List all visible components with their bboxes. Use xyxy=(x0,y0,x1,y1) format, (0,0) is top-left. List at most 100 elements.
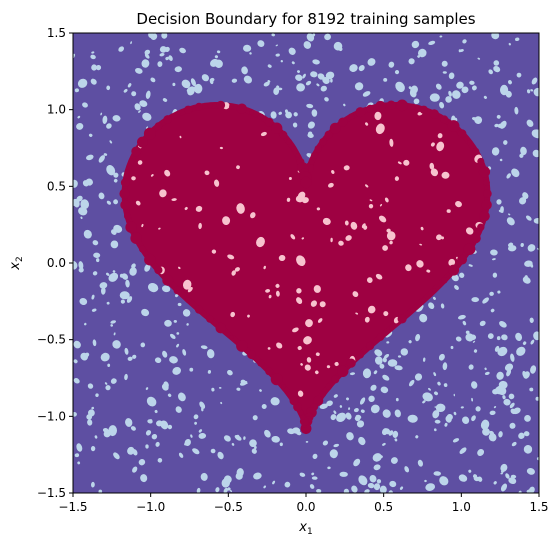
outside-speckle xyxy=(277,87,283,91)
heart-speckle xyxy=(338,240,344,246)
outside-speckle xyxy=(105,385,111,391)
heart-edge-bump xyxy=(331,375,340,384)
outside-speckle xyxy=(172,366,182,375)
heart-speckle xyxy=(366,277,373,283)
x-axis-ticks: −1.5 −1.0 −0.5 0.0 0.5 1.0 1.5 xyxy=(58,493,549,514)
outside-speckle xyxy=(444,422,448,427)
outside-speckle xyxy=(360,409,365,413)
outside-speckle xyxy=(165,56,170,61)
heart-speckle xyxy=(222,216,231,225)
outside-speckle xyxy=(349,372,356,376)
outside-speckle xyxy=(124,347,129,355)
outside-speckle xyxy=(296,83,305,92)
outside-speckle xyxy=(535,396,539,401)
heart-speckle xyxy=(310,300,317,307)
outside-speckle xyxy=(273,87,280,95)
outside-speckle xyxy=(520,146,527,156)
heart-speckle xyxy=(290,234,296,240)
outside-speckle xyxy=(241,66,248,75)
outside-speckle xyxy=(487,333,494,340)
outside-speckle xyxy=(428,302,435,310)
heart-speckle xyxy=(131,176,136,181)
outside-speckle xyxy=(348,407,351,410)
outside-speckle xyxy=(200,345,208,350)
outside-speckle xyxy=(500,463,508,472)
outside-speckle xyxy=(468,469,472,473)
outside-speckle xyxy=(468,364,474,370)
outside-speckle xyxy=(210,58,219,67)
outside-speckle xyxy=(91,51,95,54)
outside-speckle xyxy=(190,434,193,438)
y-tick-label: −0.5 xyxy=(37,333,66,347)
outside-speckle xyxy=(295,74,303,81)
outside-speckle xyxy=(254,446,257,450)
outside-speckle xyxy=(173,319,177,323)
outside-speckle xyxy=(200,472,208,481)
outside-speckle xyxy=(506,173,511,179)
outside-speckle xyxy=(217,451,224,460)
outside-speckle xyxy=(339,405,343,408)
outside-speckle xyxy=(100,352,110,362)
heart-speckle xyxy=(250,212,256,219)
outside-speckle xyxy=(305,80,312,86)
outside-speckle xyxy=(93,252,101,259)
outside-speckle xyxy=(482,427,490,436)
heart-edge-bump xyxy=(366,341,375,351)
heart-edge-bump xyxy=(195,102,203,111)
heart-edge-bump xyxy=(396,99,408,112)
heart-edge-bump xyxy=(270,373,283,386)
outside-speckle xyxy=(106,301,110,305)
outside-speckle xyxy=(82,180,89,187)
heart-speckle xyxy=(389,138,394,147)
outside-speckle xyxy=(307,121,315,129)
outside-speckle xyxy=(496,371,504,380)
outside-speckle xyxy=(505,473,510,479)
heart-edge-bump xyxy=(386,100,396,110)
outside-speckle xyxy=(206,349,215,359)
outside-speckle xyxy=(373,483,381,491)
heart-speckle xyxy=(420,226,424,231)
outside-speckle xyxy=(497,346,508,357)
outside-speckle xyxy=(214,55,218,59)
heart-edge-bump xyxy=(346,358,356,368)
outside-speckle xyxy=(252,415,258,421)
outside-speckle xyxy=(162,350,168,358)
outside-speckle xyxy=(272,480,276,485)
y-tick-label: −1.5 xyxy=(37,486,66,500)
heart-edge-bump xyxy=(348,113,355,120)
outside-speckle xyxy=(489,291,494,296)
outside-speckle xyxy=(80,216,83,220)
outside-speckle xyxy=(176,332,180,335)
outside-speckle xyxy=(307,133,314,138)
outside-speckle xyxy=(240,380,248,386)
outside-speckle xyxy=(215,487,220,493)
outside-speckle xyxy=(86,154,94,161)
outside-speckle xyxy=(345,412,352,420)
outside-speckle xyxy=(174,66,182,73)
outside-speckle xyxy=(95,258,100,263)
outside-speckle xyxy=(450,345,454,350)
outside-speckle xyxy=(138,110,141,113)
outside-speckle xyxy=(264,429,271,438)
heart-edge-bump xyxy=(472,147,480,155)
outside-speckle xyxy=(439,101,445,109)
outside-speckle xyxy=(146,396,157,407)
outside-speckle xyxy=(492,272,498,278)
outside-speckle xyxy=(465,333,474,342)
outside-speckle xyxy=(367,482,375,489)
outside-speckle xyxy=(259,389,262,392)
heart-speckle xyxy=(378,215,387,223)
outside-speckle xyxy=(311,472,315,476)
outside-speckle xyxy=(144,53,150,59)
outside-speckle xyxy=(299,472,306,477)
heart-edge-bump xyxy=(216,100,226,110)
outside-speckle xyxy=(144,264,151,272)
outside-speckle xyxy=(456,81,464,89)
outside-speckle xyxy=(383,77,388,82)
outside-speckle xyxy=(249,52,252,55)
x-axis-label: x1 xyxy=(298,520,312,537)
outside-speckle xyxy=(145,444,149,449)
outside-speckle xyxy=(100,112,103,116)
outside-speckle xyxy=(177,302,182,307)
heart-edge-bump xyxy=(470,233,481,244)
